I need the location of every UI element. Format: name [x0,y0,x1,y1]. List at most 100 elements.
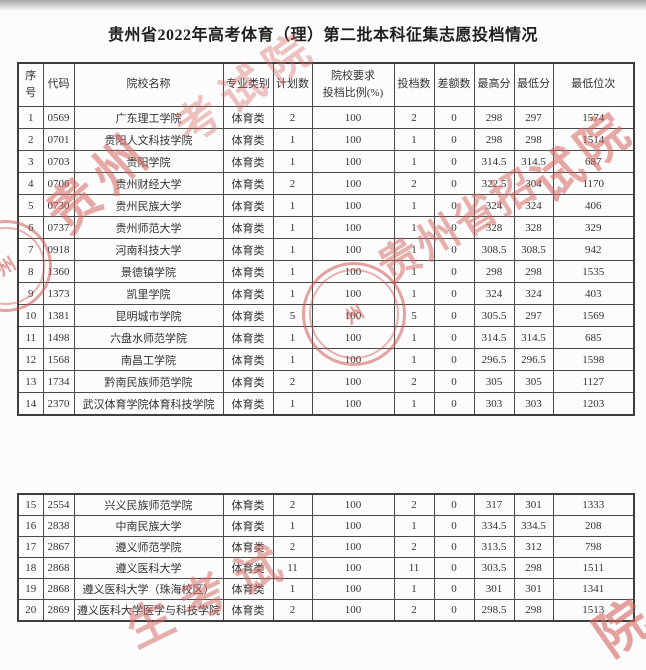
col-header-daima: 代码 [42,62,75,107]
cell-daima: 1734 [42,370,75,393]
cell-yuanxiao: 兴义民族师范学院 [73,493,224,516]
table-row: 1 0569 广东理工学院 体育类 2 100 2 0 298 297 1574 [17,106,635,129]
col-header-chae: 差额数 [433,62,475,107]
cell-zuidi: 298 [513,128,554,151]
cell-zuigao: 308.5 [473,238,515,261]
admission-table-2: 15 2554 兴义民族师范学院 体育类 2 100 2 0 317 301 1333 16 2838 中… [17,493,635,622]
cell-leibie: 体育类 [222,392,274,416]
cell-leibie: 体育类 [222,536,274,558]
cell-bili: 100 [311,216,395,239]
cell-zuidi: 314.5 [513,326,554,349]
cell-weici: 406 [552,194,635,217]
cell-yuanxiao: 六盘水师范学院 [73,326,224,349]
cell-bili: 100 [311,238,395,261]
cell-xuhao: 10 [17,304,44,327]
cell-daima: 0569 [42,106,75,129]
cell-leibie: 体育类 [222,282,274,305]
cell-jihua: 2 [272,370,313,393]
cell-chae: 0 [433,304,475,327]
cell-yuanxiao: 凯里学院 [73,282,224,305]
cell-weici: 208 [552,515,635,537]
cell-jihua: 1 [272,238,313,261]
table-row: 5 0730 贵州民族大学 体育类 1 100 1 0 324 324 406 [17,194,635,217]
cell-xuhao: 8 [17,260,44,283]
cell-zuidi: 296.5 [513,348,554,371]
cell-bili: 100 [311,493,395,516]
cell-jihua: 5 [272,304,313,327]
cell-daima: 0701 [42,128,75,151]
cell-yuanxiao: 河南科技大学 [73,238,224,261]
cell-zuigao: 314.5 [473,150,515,173]
cell-zuigao: 313.5 [473,536,515,558]
cell-bili: 100 [311,128,395,151]
admission-table-1: 序号 代码 院校名称 专业类别 计划数 院校要求 投档比例(%) 投档数 差额数… [17,62,635,416]
cell-leibie: 体育类 [222,326,274,349]
table-row: 16 2838 中南民族大学 体育类 1 100 1 0 334.5 334.5 208 [17,515,635,537]
cell-daima: 1568 [42,348,75,371]
cell-chae: 0 [433,172,475,195]
table-row: 9 1373 凯里学院 体育类 1 100 1 0 324 324 403 [17,282,635,305]
cell-bili: 100 [311,326,395,349]
cell-xuhao: 5 [17,194,44,217]
cell-xuhao: 2 [17,128,44,151]
cell-yuanxiao: 广东理工学院 [73,106,224,129]
cell-chae: 0 [433,128,475,151]
cell-jihua: 2 [272,536,313,558]
cell-zuigao: 301 [473,578,515,600]
cell-yuanxiao: 遵义医科大学医学与科技学院 [73,599,224,622]
cell-chae: 0 [433,194,475,217]
cell-jihua: 1 [272,578,313,600]
cell-bili: 100 [311,106,395,129]
cell-weici: 1535 [552,260,635,283]
cell-xuhao: 13 [17,370,44,393]
cell-toudang: 1 [393,128,435,151]
table-row: 19 2868 遵义医科大学（珠海校区） 体育类 1 100 1 0 301 301 1341 [17,578,635,600]
cell-jihua: 1 [272,392,313,416]
cell-weici: 329 [552,216,635,239]
cell-zuigao: 322.5 [473,172,515,195]
cell-yuanxiao: 贵州财经大学 [73,172,224,195]
cell-bili: 100 [311,557,395,579]
cell-xuhao: 12 [17,348,44,371]
cell-xuhao: 4 [17,172,44,195]
cell-daima: 0730 [42,194,75,217]
col-header-weici: 最低位次 [552,62,635,107]
cell-zuigao: 314.5 [473,326,515,349]
cell-chae: 0 [433,370,475,393]
cell-jihua: 1 [272,150,313,173]
cell-daima: 0703 [42,150,75,173]
cell-toudang: 1 [393,326,435,349]
admission-table-section-1: 序号 代码 院校名称 专业类别 计划数 院校要求 投档比例(%) 投档数 差额数… [17,62,635,416]
cell-zuigao: 303 [473,392,515,416]
cell-zuidi: 297 [513,106,554,129]
cell-jihua: 1 [272,128,313,151]
cell-xuhao: 3 [17,150,44,173]
cell-toudang: 2 [393,599,435,622]
cell-chae: 0 [433,515,475,537]
col-header-zuigao: 最高分 [473,62,515,107]
col-header-bili: 院校要求 投档比例(%) [311,62,395,107]
cell-bili: 100 [311,370,395,393]
cell-zuigao: 324 [473,282,515,305]
cell-daima: 2370 [42,392,75,416]
cell-weici: 1203 [552,392,635,416]
cell-weici: 1514 [552,128,635,151]
cell-zuidi: 297 [513,304,554,327]
cell-zuidi: 312 [513,536,554,558]
table-row: 18 2868 遵义医科大学 体育类 11 100 11 0 303.5 298 1511 [17,557,635,579]
cell-leibie: 体育类 [222,557,274,579]
cell-toudang: 1 [393,348,435,371]
cell-chae: 0 [433,348,475,371]
cell-leibie: 体育类 [222,260,274,283]
cell-zuigao: 317 [473,493,515,516]
cell-weici: 685 [552,326,635,349]
cell-yuanxiao: 南昌工学院 [73,348,224,371]
cell-xuhao: 11 [17,326,44,349]
cell-toudang: 2 [393,106,435,129]
cell-zuigao: 305 [473,370,515,393]
cell-weici: 798 [552,536,635,558]
cell-jihua: 2 [272,599,313,622]
table-row: 2 0701 贵阳人文科技学院 体育类 1 100 1 0 298 298 1514 [17,128,635,151]
cell-chae: 0 [433,238,475,261]
